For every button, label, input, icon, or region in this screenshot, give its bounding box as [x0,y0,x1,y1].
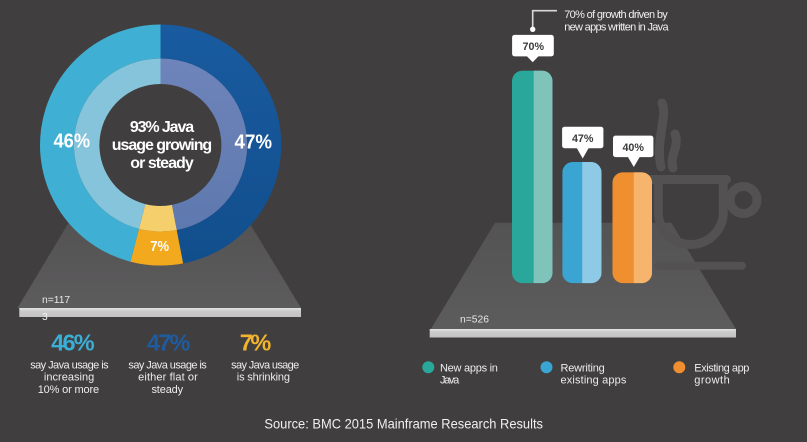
svg-text:say Java usage: say Java usage [231,359,299,371]
svg-text:7%: 7% [240,329,272,355]
svg-text:46%: 46% [54,131,91,153]
svg-text:either flat or: either flat or [138,372,198,384]
svg-text:93% Java: 93% Java [130,119,194,136]
svg-text:say Java usage is: say Java usage is [30,359,109,371]
svg-text:70% of growth driven by: 70% of growth driven by [564,9,668,21]
svg-text:steady: steady [151,384,183,396]
svg-text:existing apps: existing apps [561,374,627,386]
svg-text:46%: 46% [51,329,95,355]
svg-text:increasing: increasing [44,372,94,384]
svg-text:n=117: n=117 [42,295,70,306]
svg-text:10% or more: 10% or more [38,384,99,396]
svg-text:new apps written in Java: new apps written in Java [564,22,669,34]
svg-text:is shrinking: is shrinking [237,372,290,384]
svg-text:Existing app: Existing app [694,362,749,374]
svg-text:47%: 47% [235,131,273,153]
svg-text:47%: 47% [572,133,594,145]
svg-text:say Java usage is: say Java usage is [128,359,207,371]
svg-text:70%: 70% [523,41,545,53]
svg-text:Source: BMC 2015 Mainframe Res: Source: BMC 2015 Mainframe Research Resu… [264,415,543,431]
svg-text:47%: 47% [147,329,191,355]
svg-text:7%: 7% [150,239,169,255]
svg-text:n=526: n=526 [460,315,489,326]
svg-text:40%: 40% [622,142,644,154]
svg-text:Java: Java [440,374,460,386]
svg-text:growth: growth [694,374,729,386]
svg-text:3: 3 [42,312,48,323]
svg-text:or steady: or steady [130,155,194,172]
svg-text:usage growing: usage growing [112,137,212,154]
svg-text:Rewriting: Rewriting [561,362,605,374]
svg-text:New apps in: New apps in [440,362,498,374]
